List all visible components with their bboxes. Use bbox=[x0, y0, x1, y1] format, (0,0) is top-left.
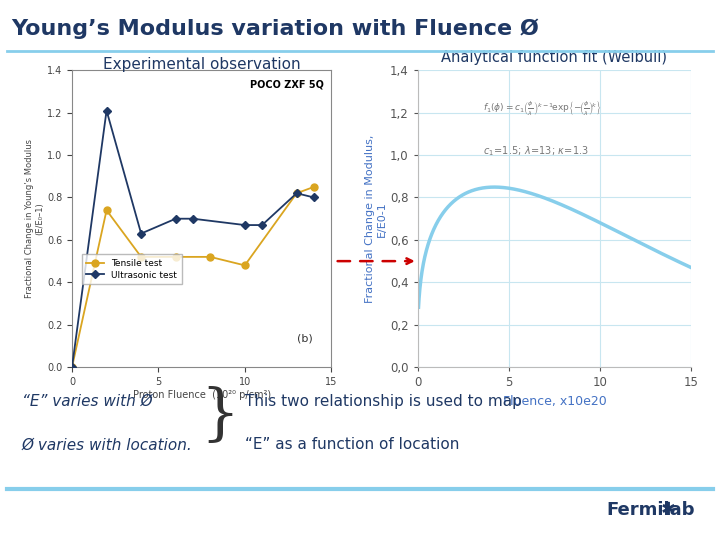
Ultrasonic test bbox=[292, 190, 301, 197]
Legend: Tensile test, Ultrasonic test: Tensile test, Ultrasonic test bbox=[81, 254, 182, 284]
Tensile test bbox=[310, 184, 318, 190]
Y-axis label: Fractional Change in Modulus,
E/E0-1: Fractional Change in Modulus, E/E0-1 bbox=[366, 134, 387, 303]
Ultrasonic test bbox=[102, 107, 111, 114]
Text: Ø varies with location.: Ø varies with location. bbox=[22, 437, 192, 453]
Text: Fermilab: Fermilab bbox=[606, 501, 695, 519]
Text: (b): (b) bbox=[297, 333, 313, 343]
Text: $c_1\!=\!1.5;\,\lambda\!=\!13;\,\kappa\!=\!1.3$: $c_1\!=\!1.5;\,\lambda\!=\!13;\,\kappa\!… bbox=[483, 144, 589, 158]
X-axis label: Proton Fluence  (10²⁰ p/cm²): Proton Fluence (10²⁰ p/cm²) bbox=[132, 390, 271, 400]
Tensile test bbox=[292, 190, 301, 197]
Ultrasonic test bbox=[240, 222, 249, 228]
Text: }: } bbox=[200, 386, 239, 446]
Title: Analytical function fit (Weibull): Analytical function fit (Weibull) bbox=[441, 50, 667, 65]
Line: Tensile test: Tensile test bbox=[68, 184, 318, 370]
Tensile test bbox=[68, 364, 76, 370]
Text: “E” as a function of location: “E” as a function of location bbox=[245, 437, 459, 453]
Text: Young’s Modulus variation with Fluence Ø: Young’s Modulus variation with Fluence Ø bbox=[11, 19, 539, 39]
Tensile test bbox=[137, 254, 145, 260]
Ultrasonic test bbox=[137, 230, 145, 237]
Tensile test bbox=[206, 254, 215, 260]
Text: Experimental observation: Experimental observation bbox=[103, 57, 300, 72]
X-axis label: Fluence, x10e20: Fluence, x10e20 bbox=[503, 395, 606, 408]
Line: Ultrasonic test: Ultrasonic test bbox=[69, 107, 317, 370]
Tensile test bbox=[171, 254, 180, 260]
Text: POCO ZXF 5Q: POCO ZXF 5Q bbox=[250, 79, 323, 89]
Text: $f_1(\phi) = c_1 \left(\frac{\phi}{\lambda}\right)^{k-1}\!\exp\!\left\{-\!\left(: $f_1(\phi) = c_1 \left(\frac{\phi}{\lamb… bbox=[483, 100, 602, 118]
Tensile test bbox=[102, 207, 111, 213]
Ultrasonic test bbox=[189, 215, 197, 222]
Ultrasonic test bbox=[310, 194, 318, 201]
Text: ✱: ✱ bbox=[660, 501, 676, 519]
Text: This two relationship is used to map: This two relationship is used to map bbox=[245, 394, 522, 409]
Tensile test bbox=[240, 262, 249, 268]
Text: “E” varies with Ø: “E” varies with Ø bbox=[22, 394, 152, 409]
Ultrasonic test bbox=[68, 364, 76, 370]
Ultrasonic test bbox=[258, 222, 266, 228]
Ultrasonic test bbox=[171, 215, 180, 222]
Y-axis label: Fractional Change in Young’s Modulus
(E/E₀–1): Fractional Change in Young’s Modulus (E/… bbox=[24, 139, 44, 298]
